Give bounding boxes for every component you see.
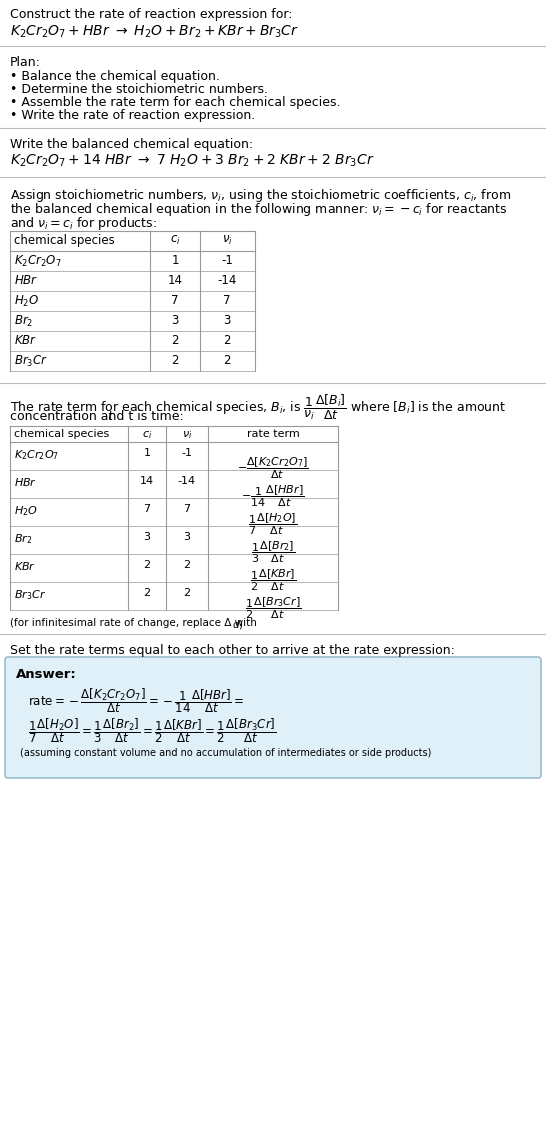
Text: $t$: $t$ — [107, 410, 114, 423]
Text: • Assemble the rate term for each chemical species.: • Assemble the rate term for each chemic… — [10, 96, 341, 109]
Text: Write the balanced chemical equation:: Write the balanced chemical equation: — [10, 138, 253, 151]
Text: 2: 2 — [171, 333, 179, 347]
Text: 2: 2 — [183, 588, 191, 597]
Text: -1: -1 — [181, 448, 193, 457]
Text: • Balance the chemical equation.: • Balance the chemical equation. — [10, 71, 220, 83]
Text: 1: 1 — [171, 254, 179, 267]
Text: 2: 2 — [171, 354, 179, 366]
Text: $Br_3Cr$: $Br_3Cr$ — [14, 354, 48, 369]
Text: -14: -14 — [217, 274, 236, 287]
Text: concentration and t is time:: concentration and t is time: — [10, 410, 184, 423]
Text: $KBr$: $KBr$ — [14, 560, 36, 572]
Text: $K_2Cr_2O_7$: $K_2Cr_2O_7$ — [14, 448, 59, 462]
Text: $\dfrac{1}{2}\dfrac{\Delta[Br_3Cr]}{\Delta t}$: $\dfrac{1}{2}\dfrac{\Delta[Br_3Cr]}{\Del… — [245, 596, 301, 621]
Text: the balanced chemical equation in the following manner: $\nu_i = -c_i$ for react: the balanced chemical equation in the fo… — [10, 201, 507, 218]
Text: 3: 3 — [223, 314, 231, 327]
Text: Plan:: Plan: — [10, 56, 41, 69]
Text: $c_i$: $c_i$ — [142, 429, 152, 440]
Text: 1: 1 — [144, 448, 151, 457]
Text: • Determine the stoichiometric numbers.: • Determine the stoichiometric numbers. — [10, 83, 268, 96]
Text: $\dfrac{1}{2}\dfrac{\Delta[KBr]}{\Delta t}$: $\dfrac{1}{2}\dfrac{\Delta[KBr]}{\Delta … — [250, 568, 296, 594]
Text: 14: 14 — [168, 274, 182, 287]
Text: Answer:: Answer: — [16, 668, 77, 681]
Text: chemical species: chemical species — [14, 234, 115, 247]
Text: $Br_2$: $Br_2$ — [14, 314, 33, 329]
Text: $-\dfrac{1}{14}\dfrac{\Delta[HBr]}{\Delta t}$: $-\dfrac{1}{14}\dfrac{\Delta[HBr]}{\Delt… — [241, 484, 305, 510]
Text: 2: 2 — [183, 560, 191, 570]
Text: $\dfrac{1}{7}\dfrac{\Delta[H_2O]}{\Delta t} = \dfrac{1}{3}\dfrac{\Delta[Br_2]}{\: $\dfrac{1}{7}\dfrac{\Delta[H_2O]}{\Delta… — [28, 716, 277, 744]
Text: -14: -14 — [178, 476, 196, 486]
Text: $HBr$: $HBr$ — [14, 274, 38, 287]
Text: $\dfrac{1}{7}\dfrac{\Delta[H_2O]}{\Delta t}$: $\dfrac{1}{7}\dfrac{\Delta[H_2O]}{\Delta… — [248, 512, 298, 537]
Text: $H_2O$: $H_2O$ — [14, 504, 38, 518]
Text: • Write the rate of reaction expression.: • Write the rate of reaction expression. — [10, 109, 255, 122]
Text: Set the rate terms equal to each other to arrive at the rate expression:: Set the rate terms equal to each other t… — [10, 644, 455, 657]
Text: $Br_2$: $Br_2$ — [14, 531, 32, 546]
Text: and $\nu_i = c_i$ for products:: and $\nu_i = c_i$ for products: — [10, 215, 157, 232]
Text: 2: 2 — [144, 588, 151, 597]
Text: $K_2Cr_2O_7 + HBr\ \rightarrow\ H_2O + Br_2 + KBr + Br_3Cr$: $K_2Cr_2O_7 + HBr\ \rightarrow\ H_2O + B… — [10, 24, 299, 41]
Text: $Br_3Cr$: $Br_3Cr$ — [14, 588, 46, 602]
Text: Construct the rate of reaction expression for:: Construct the rate of reaction expressio… — [10, 8, 293, 20]
Text: (for infinitesimal rate of change, replace Δ with: (for infinitesimal rate of change, repla… — [10, 618, 260, 628]
Text: 7: 7 — [144, 504, 151, 514]
Text: rate term: rate term — [247, 429, 299, 439]
Text: $H_2O$: $H_2O$ — [14, 294, 39, 310]
Text: $-\dfrac{\Delta[K_2Cr_2O_7]}{\Delta t}$: $-\dfrac{\Delta[K_2Cr_2O_7]}{\Delta t}$ — [237, 456, 309, 481]
Text: $c_i$: $c_i$ — [170, 234, 180, 247]
Text: $K_2Cr_2O_7$: $K_2Cr_2O_7$ — [14, 254, 62, 269]
Text: 3: 3 — [171, 314, 179, 327]
FancyBboxPatch shape — [5, 657, 541, 778]
Text: $HBr$: $HBr$ — [14, 476, 37, 488]
Text: The rate term for each chemical species, $B_i$, is $\dfrac{1}{\nu_i}\dfrac{\Delt: The rate term for each chemical species,… — [10, 393, 506, 422]
Text: 14: 14 — [140, 476, 154, 486]
Text: 7: 7 — [223, 294, 231, 307]
Text: 2: 2 — [223, 354, 231, 366]
Text: 7: 7 — [171, 294, 179, 307]
Text: 3: 3 — [183, 531, 191, 542]
Text: $K_2Cr_2O_7 + 14\ HBr\ \rightarrow\ 7\ H_2O + 3\ Br_2 + 2\ KBr + 2\ Br_3Cr$: $K_2Cr_2O_7 + 14\ HBr\ \rightarrow\ 7\ H… — [10, 152, 375, 170]
Text: $KBr$: $KBr$ — [14, 333, 37, 347]
Text: Assign stoichiometric numbers, $\nu_i$, using the stoichiometric coefficients, $: Assign stoichiometric numbers, $\nu_i$, … — [10, 187, 511, 204]
Text: 2: 2 — [223, 333, 231, 347]
Text: $d$): $d$) — [232, 618, 244, 630]
Text: 7: 7 — [183, 504, 191, 514]
Text: $\dfrac{1}{3}\dfrac{\Delta[Br_2]}{\Delta t}$: $\dfrac{1}{3}\dfrac{\Delta[Br_2]}{\Delta… — [251, 541, 295, 566]
Text: $\nu_i$: $\nu_i$ — [182, 429, 192, 440]
Text: 2: 2 — [144, 560, 151, 570]
Text: 3: 3 — [144, 531, 151, 542]
Text: -1: -1 — [221, 254, 233, 267]
Text: $\nu_i$: $\nu_i$ — [222, 234, 233, 247]
Text: chemical species: chemical species — [14, 429, 109, 439]
Text: $\mathrm{rate} = -\dfrac{\Delta[K_2Cr_2O_7]}{\Delta t} = -\dfrac{1}{14}\dfrac{\D: $\mathrm{rate} = -\dfrac{\Delta[K_2Cr_2O… — [28, 686, 245, 715]
Text: (assuming constant volume and no accumulation of intermediates or side products): (assuming constant volume and no accumul… — [20, 748, 431, 758]
